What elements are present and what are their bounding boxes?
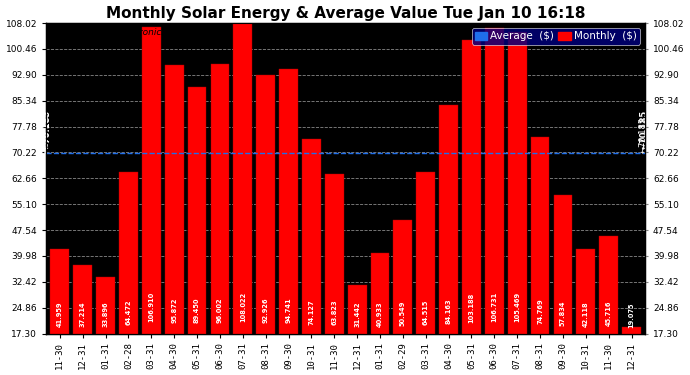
Bar — [576, 249, 595, 333]
Bar — [348, 285, 366, 333]
Text: 41.959: 41.959 — [57, 301, 63, 327]
Text: 105.469: 105.469 — [514, 292, 520, 322]
Text: 92.926: 92.926 — [263, 298, 268, 323]
Text: ←70.185: ←70.185 — [640, 110, 649, 149]
Text: 74.769: 74.769 — [537, 299, 543, 324]
Text: 95.872: 95.872 — [171, 297, 177, 323]
Bar — [165, 64, 184, 333]
Bar — [233, 23, 252, 333]
Bar — [508, 32, 526, 333]
Bar — [142, 27, 161, 333]
Bar — [188, 87, 206, 333]
Bar — [485, 27, 504, 333]
Text: 19.075: 19.075 — [629, 303, 635, 328]
Text: 108.022: 108.022 — [239, 292, 246, 322]
Text: 103.188: 103.188 — [469, 292, 475, 322]
Bar — [50, 249, 69, 333]
Bar — [119, 172, 138, 333]
Legend: Average  ($), Monthly  ($): Average ($), Monthly ($) — [472, 28, 640, 45]
Title: Monthly Solar Energy & Average Value Tue Jan 10 16:18: Monthly Solar Energy & Average Value Tue… — [106, 6, 585, 21]
Text: 42.118: 42.118 — [583, 301, 589, 327]
Bar — [325, 174, 344, 333]
Bar — [440, 105, 458, 333]
Text: 64.515: 64.515 — [423, 300, 428, 325]
Text: ←70.185: ←70.185 — [43, 110, 52, 149]
Bar — [302, 139, 321, 333]
Bar — [96, 277, 115, 333]
Text: 106.731: 106.731 — [491, 292, 497, 322]
Text: Copyright 2017 Cartronics.com: Copyright 2017 Cartronics.com — [48, 28, 188, 37]
Text: 96.002: 96.002 — [217, 297, 223, 323]
Bar — [622, 327, 641, 333]
Text: 37.214: 37.214 — [79, 302, 86, 327]
Bar — [393, 220, 412, 333]
Text: 31.442: 31.442 — [354, 302, 360, 327]
Text: 63.823: 63.823 — [331, 300, 337, 325]
Bar — [210, 64, 229, 333]
Bar — [600, 236, 618, 333]
Bar — [531, 137, 549, 333]
Bar — [553, 195, 572, 333]
Text: ←70.185: ←70.185 — [638, 117, 647, 153]
Text: ←070.185: ←070.185 — [41, 111, 50, 153]
Text: 89.450: 89.450 — [194, 298, 200, 324]
Text: 84.163: 84.163 — [446, 298, 452, 324]
Text: 57.834: 57.834 — [560, 300, 566, 326]
Bar — [462, 40, 481, 333]
Bar — [73, 266, 92, 333]
Text: 74.127: 74.127 — [308, 299, 315, 324]
Bar — [371, 253, 389, 333]
Text: 106.910: 106.910 — [148, 292, 155, 322]
Text: 50.549: 50.549 — [400, 301, 406, 326]
Text: 94.741: 94.741 — [286, 297, 291, 323]
Text: 40.933: 40.933 — [377, 301, 383, 327]
Bar — [416, 172, 435, 333]
Bar — [256, 75, 275, 333]
Text: 64.472: 64.472 — [126, 300, 131, 325]
Bar — [279, 69, 298, 333]
Text: 33.896: 33.896 — [103, 302, 108, 327]
Text: 45.716: 45.716 — [606, 301, 612, 327]
